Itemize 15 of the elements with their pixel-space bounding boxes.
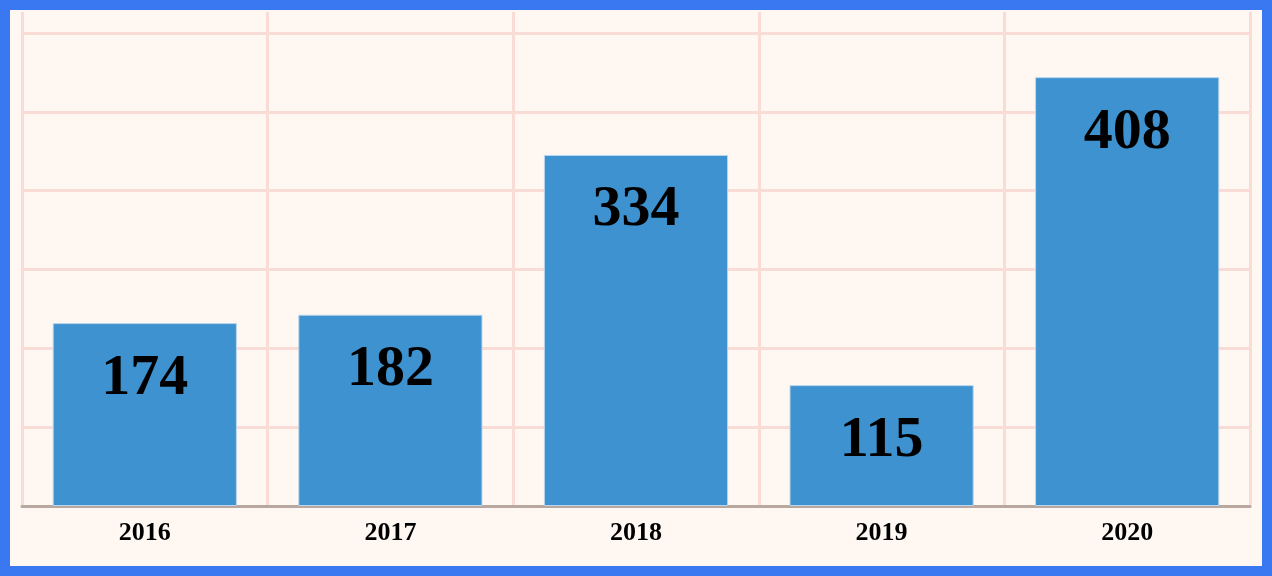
data-label: 115 — [839, 403, 924, 469]
data-label: 182 — [346, 333, 434, 399]
bar — [1035, 77, 1220, 506]
bar — [789, 385, 974, 506]
x-tick-label: 2017 — [364, 516, 417, 546]
bar — [52, 323, 237, 506]
x-tick-label: 2020 — [1101, 516, 1154, 546]
data-label: 334 — [592, 173, 680, 239]
x-tick-label: 2018 — [610, 516, 662, 546]
data-label: 174 — [101, 341, 189, 407]
x-tick-label: 2019 — [855, 516, 908, 546]
bar — [298, 314, 483, 506]
bar — [543, 154, 729, 506]
x-tick-label: 2016 — [118, 516, 171, 546]
data-label: 408 — [1083, 95, 1171, 161]
